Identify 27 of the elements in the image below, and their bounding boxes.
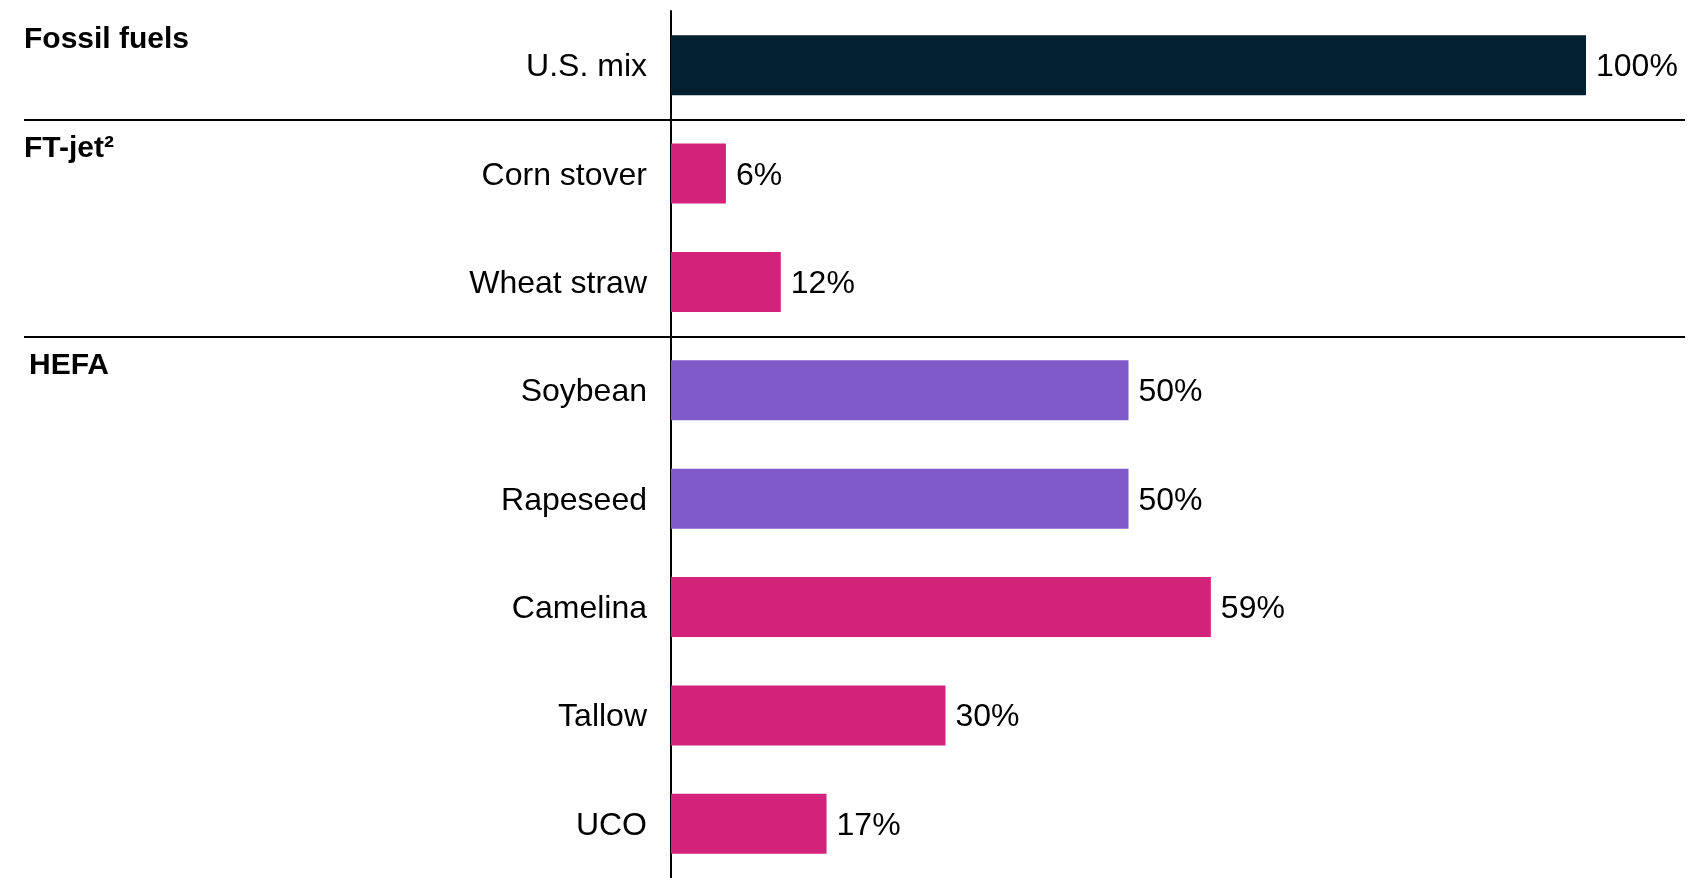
y-tick-label: UCO — [575, 805, 647, 842]
bar — [671, 143, 726, 204]
y-tick-label: Rapeseed — [501, 480, 647, 517]
data-label: 100% — [1596, 47, 1678, 84]
bar — [671, 793, 827, 854]
text: HEFA — [29, 347, 110, 382]
y-tick-label: Soybean — [520, 372, 647, 409]
data-label: 30% — [955, 697, 1020, 734]
bar — [671, 685, 946, 746]
data-label: 50% — [1138, 480, 1203, 517]
bar — [671, 468, 1129, 529]
y-tick-label: Camelina — [511, 589, 648, 626]
bar — [671, 251, 781, 312]
bar — [671, 35, 1586, 96]
bar — [671, 360, 1129, 421]
text: Fossil fuels — [24, 21, 190, 55]
data-label: 6% — [735, 155, 783, 192]
y-tick-label: Wheat straw — [469, 263, 648, 300]
y-tick-label: U.S. mix — [526, 47, 647, 84]
text: FT-jet² — [24, 129, 114, 164]
data-label: 17% — [836, 805, 901, 842]
data-label: 12% — [790, 263, 855, 300]
data-label: 59% — [1220, 589, 1285, 626]
y-tick-label: Corn stover — [481, 155, 648, 192]
data-label: 50% — [1138, 372, 1203, 409]
y-tick-label: Tallow — [558, 697, 648, 734]
bar — [671, 577, 1211, 638]
